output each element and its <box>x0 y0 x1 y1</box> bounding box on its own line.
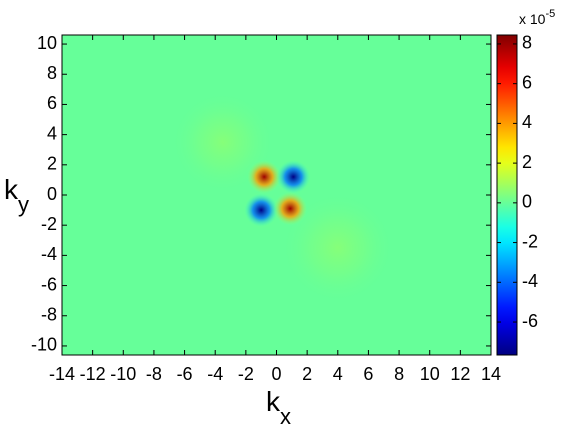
colorbar-tick-label: 6 <box>522 72 532 92</box>
x-tick-label: -14 <box>49 364 75 384</box>
blob <box>244 193 279 227</box>
blob <box>284 195 392 301</box>
y-axis-label: ky <box>4 174 29 216</box>
colorbar-tick-label: -4 <box>522 271 538 291</box>
y-tick-label: 4 <box>47 123 57 143</box>
x-tick-label: -6 <box>177 364 193 384</box>
colorbar-tick-label: -6 <box>522 311 538 331</box>
y-tick-label: 8 <box>47 63 57 83</box>
x-tick-label: -4 <box>207 364 223 384</box>
x-tick-label: -8 <box>146 364 162 384</box>
x-tick-label: 12 <box>450 364 470 384</box>
x-tick-label: -12 <box>80 364 106 384</box>
colorbar-multiplier: x 10-5 <box>519 8 555 27</box>
x-tick-label: 2 <box>302 364 312 384</box>
x-tick-label: 0 <box>271 364 281 384</box>
x-label-main: k <box>266 386 281 417</box>
x-tick-label: 10 <box>420 364 440 384</box>
x-tick-label: 4 <box>333 364 343 384</box>
y-tick-label: -4 <box>41 244 57 264</box>
x-axis-label: kx <box>266 386 291 428</box>
blobs <box>173 93 392 301</box>
x-tick-label: 6 <box>363 364 373 384</box>
blob <box>247 160 282 194</box>
colorbar-tick-label: 8 <box>522 33 532 53</box>
blob <box>276 160 311 194</box>
colorbar-tick-label: 2 <box>522 152 532 172</box>
y-label-main: k <box>4 174 19 205</box>
x-tick-label: 8 <box>394 364 404 384</box>
y-tick-label: -8 <box>41 305 57 325</box>
blob <box>273 191 308 226</box>
y-tick-label: 0 <box>47 184 57 204</box>
multiplier-main: x 10 <box>519 11 546 27</box>
y-tick-label: -2 <box>41 214 57 234</box>
y-tick-label: -6 <box>41 274 57 294</box>
blob <box>173 93 272 191</box>
x-label-sub: x <box>280 404 291 429</box>
colorbar-tick-label: -2 <box>522 231 538 251</box>
y-tick-label: 6 <box>47 93 57 113</box>
background <box>62 35 491 355</box>
colorbar-tick-label: 0 <box>522 192 532 212</box>
x-tick-label: -10 <box>110 364 136 384</box>
y-label-sub: y <box>18 192 29 217</box>
x-tick-label: -2 <box>238 364 254 384</box>
colorbar-tick-label: 4 <box>522 112 532 132</box>
y-tick-label: 10 <box>37 33 57 53</box>
multiplier-exp: -5 <box>545 8 555 20</box>
x-tick-label: 14 <box>481 364 501 384</box>
y-tick-label: 2 <box>47 154 57 174</box>
colorbar <box>496 34 518 356</box>
y-tick-label: -10 <box>31 335 57 355</box>
